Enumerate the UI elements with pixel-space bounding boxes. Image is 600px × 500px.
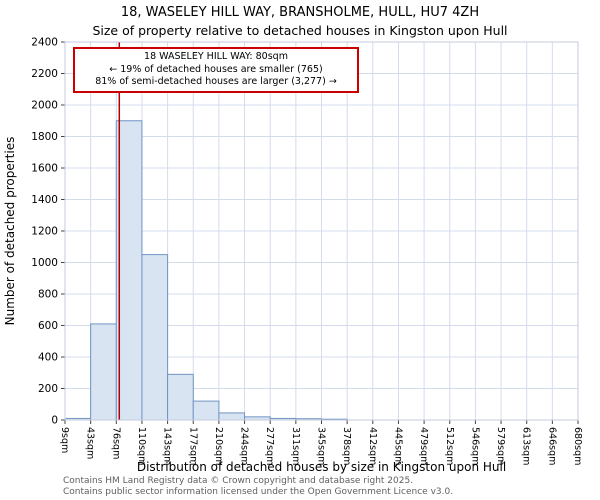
histogram-bar bbox=[218, 412, 246, 421]
histogram-bar bbox=[192, 400, 220, 421]
x-tick-label: 512sqm bbox=[444, 427, 455, 465]
x-tick-label: 9sqm bbox=[59, 427, 70, 453]
annotation-box: 18 WASELEY HILL WAY: 80sqm ← 19% of deta… bbox=[73, 47, 359, 93]
y-tick-label: 2000 bbox=[31, 100, 58, 112]
x-tick-label: 143sqm bbox=[162, 427, 173, 465]
x-tick-label: 579sqm bbox=[495, 427, 506, 465]
x-axis-label: Distribution of detached houses by size … bbox=[136, 460, 507, 474]
x-tick-label: 412sqm bbox=[367, 427, 378, 465]
x-tick-label: 43sqm bbox=[85, 427, 96, 459]
x-tick-label: 479sqm bbox=[418, 427, 429, 465]
y-tick-label: 1000 bbox=[31, 257, 58, 269]
y-tick-label: 0 bbox=[51, 415, 58, 427]
x-tick-label: 680sqm bbox=[572, 427, 583, 465]
histogram-bar bbox=[141, 254, 169, 421]
chart-title: 18, WASELEY HILL WAY, BRANSHOLME, HULL, … bbox=[120, 5, 480, 20]
annotation-larger-stat: 81% of semi-detached houses are larger (… bbox=[95, 76, 337, 88]
y-tick-label: 400 bbox=[38, 352, 58, 364]
x-tick-label: 311sqm bbox=[290, 427, 301, 465]
x-tick-label: 613sqm bbox=[521, 427, 532, 465]
y-tick-label: 1400 bbox=[31, 194, 58, 206]
x-tick-label: 445sqm bbox=[392, 427, 403, 465]
histogram-bar bbox=[90, 323, 117, 421]
y-tick-label: 2400 bbox=[31, 37, 58, 49]
footer-attribution-line2: Contains public sector information licen… bbox=[63, 486, 454, 497]
footer-attribution-line1: Contains HM Land Registry data © Crown c… bbox=[63, 476, 414, 486]
x-tick-label: 110sqm bbox=[136, 427, 147, 465]
y-tick-label: 2200 bbox=[31, 68, 58, 80]
plot-border bbox=[64, 41, 579, 421]
annotation-property-size: 18 WASELEY HILL WAY: 80sqm bbox=[144, 51, 288, 62]
annotation-smaller-stat: ← 19% of detached houses are smaller (76… bbox=[109, 63, 323, 75]
y-tick-label: 800 bbox=[38, 289, 58, 301]
histogram-bar bbox=[115, 120, 143, 421]
histogram-bar bbox=[167, 373, 194, 421]
y-tick-label: 1600 bbox=[31, 163, 58, 175]
y-tick-label: 200 bbox=[38, 383, 58, 395]
y-tick-label: 600 bbox=[38, 320, 58, 332]
y-axis-label: Number of detached properties bbox=[3, 137, 17, 326]
chart-subtitle: Size of property relative to detached ho… bbox=[92, 23, 508, 38]
y-tick-label: 1200 bbox=[31, 226, 58, 238]
x-tick-label: 76sqm bbox=[110, 427, 121, 459]
x-tick-label: 378sqm bbox=[341, 427, 352, 465]
x-tick-label: 345sqm bbox=[316, 427, 327, 465]
y-tick-label: 1800 bbox=[31, 131, 58, 143]
x-tick-label: 210sqm bbox=[213, 427, 224, 465]
x-tick-label: 277sqm bbox=[264, 427, 275, 465]
x-tick-label: 177sqm bbox=[187, 427, 198, 465]
x-tick-label: 546sqm bbox=[469, 427, 480, 465]
x-tick-label: 646sqm bbox=[546, 427, 557, 465]
x-tick-label: 244sqm bbox=[239, 427, 250, 465]
